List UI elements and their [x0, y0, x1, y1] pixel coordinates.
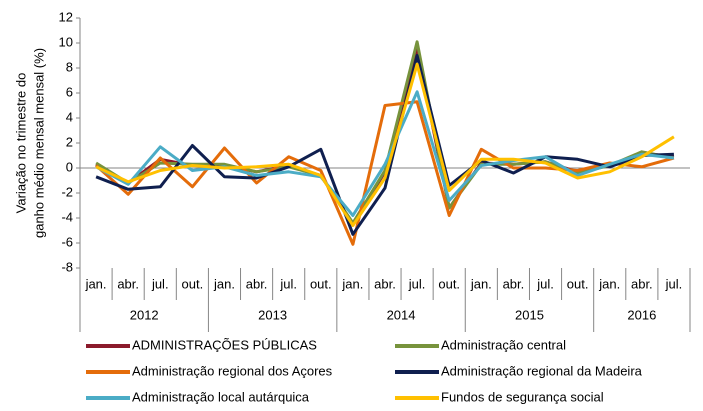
legend-label: Administração regional da Madeira [441, 363, 643, 378]
legend-label: Administração central [441, 337, 566, 352]
y-tick-label: -2 [61, 184, 73, 199]
x-tick-label: out. [310, 276, 332, 291]
series-line [95, 100, 675, 246]
x-tick-label: jan. [470, 276, 492, 291]
x-tick-label: jul. [665, 276, 683, 291]
legend-label: Fundos de segurança social [441, 389, 604, 404]
legend-label: ADMINISTRAÇÕES PÚBLICAS [132, 337, 317, 352]
x-tick-label: jan. [213, 276, 235, 291]
series-line [95, 62, 675, 227]
x-tick-label: jul. [279, 276, 297, 291]
x-group-label: 2015 [515, 307, 544, 322]
x-tick-label: abr. [117, 276, 139, 291]
x-tick-label: jul. [151, 276, 169, 291]
legend-label: Administração local autárquica [132, 389, 310, 404]
y-axis-label: Variação no trimestre do [13, 73, 28, 214]
y-tick-label: -8 [61, 259, 73, 274]
x-tick-label: jan. [598, 276, 620, 291]
series-line [95, 40, 675, 225]
series-line [95, 54, 674, 236]
y-tick-label: 6 [66, 84, 73, 99]
x-tick-label: jan. [341, 276, 363, 291]
x-group-label: 2012 [130, 307, 159, 322]
x-group-label: 2016 [627, 307, 656, 322]
y-tick-label: 12 [59, 9, 73, 24]
x-tick-label: abr. [246, 276, 268, 291]
y-tick-label: 10 [59, 34, 73, 49]
x-tick-label: jul. [408, 276, 426, 291]
x-group-label: 2013 [258, 307, 287, 322]
y-tick-label: 0 [66, 159, 73, 174]
x-tick-label: out. [438, 276, 460, 291]
series-line [95, 47, 675, 226]
y-tick-label: 4 [66, 109, 73, 124]
y-tick-label: 8 [66, 59, 73, 74]
y-tick-label: -6 [61, 234, 73, 249]
x-group-label: 2014 [387, 307, 416, 322]
series-line [95, 90, 675, 217]
y-axis-label: ganho médio mensal mensal (%) [31, 48, 46, 238]
x-tick-label: abr. [631, 276, 653, 291]
x-tick-label: out. [567, 276, 589, 291]
legend-label: Administração regional dos Açores [132, 363, 333, 378]
x-tick-label: abr. [503, 276, 525, 291]
x-tick-label: jan. [85, 276, 107, 291]
y-tick-label: -4 [61, 209, 73, 224]
x-tick-label: abr. [374, 276, 396, 291]
x-tick-label: out. [182, 276, 204, 291]
y-tick-label: 2 [66, 134, 73, 149]
x-tick-label: jul. [536, 276, 554, 291]
